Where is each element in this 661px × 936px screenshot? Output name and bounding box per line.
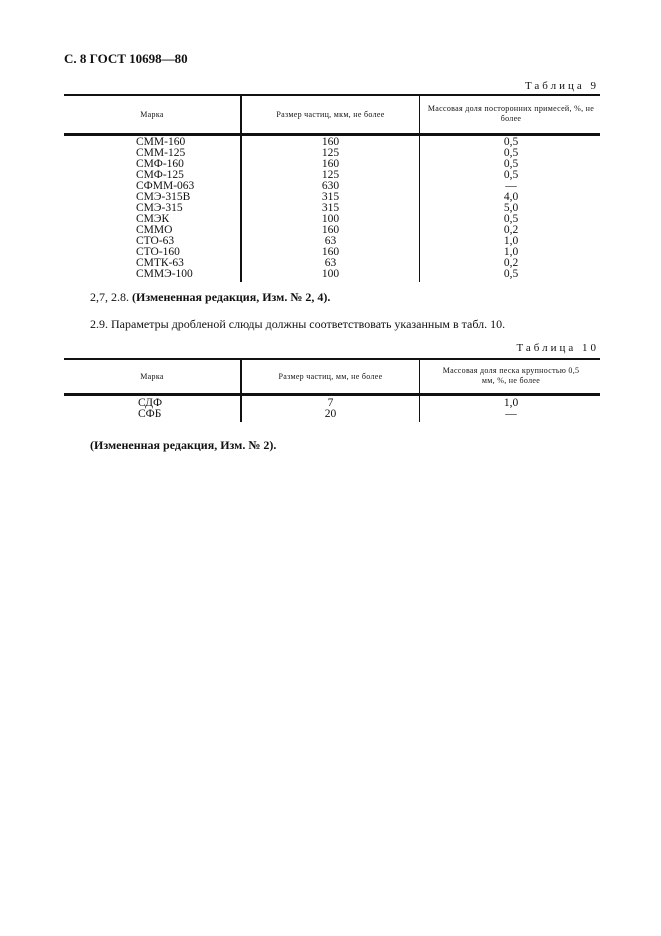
header-cell: Массовая доля песка крупностью 0,5 мм, %… bbox=[442, 366, 580, 385]
table-cell: 0,2 bbox=[503, 257, 519, 269]
table-cell: 1,0 bbox=[503, 246, 519, 258]
table9: Марка Размер частиц, мкм, не более Массо… bbox=[64, 94, 600, 284]
table-cell: 0,2 bbox=[503, 224, 519, 236]
table-cell: 100 bbox=[321, 213, 340, 225]
header-cell: Марка bbox=[140, 110, 164, 119]
table10-caption: Таблица 10 bbox=[516, 342, 599, 354]
table-cell: 0,5 bbox=[503, 213, 519, 225]
table-cell: СММ-160 bbox=[136, 136, 186, 148]
table-cell: 315 bbox=[321, 202, 340, 214]
table-cell: 125 bbox=[321, 169, 340, 181]
table-cell: 5,0 bbox=[503, 202, 519, 214]
table-cell: 630 bbox=[321, 180, 340, 192]
table-cell: 0,5 bbox=[503, 147, 519, 159]
table-cell: СМЭК bbox=[136, 213, 170, 225]
page-header: С. 8 ГОСТ 10698—80 bbox=[64, 51, 188, 66]
table9-caption: Таблица 9 bbox=[524, 80, 599, 92]
note-bold: (Измененная редакция, Изм. № 2, 4). bbox=[132, 290, 331, 304]
table-cell: СММЭ-100 bbox=[136, 268, 193, 280]
header-cell: Размер частиц, мкм, не более bbox=[276, 110, 385, 119]
table-cell: 1,0 bbox=[503, 235, 519, 247]
table-cell: 0,5 bbox=[503, 268, 519, 280]
table-cell: 160 bbox=[321, 136, 340, 148]
table-cell: СТО-160 bbox=[136, 246, 180, 258]
table-cell: 63 bbox=[324, 235, 337, 247]
table-cell: 20 bbox=[324, 408, 337, 420]
table-cell: СМФ-160 bbox=[136, 158, 184, 170]
table-cell: СММО bbox=[136, 224, 173, 236]
table-cell: СФБ bbox=[138, 408, 162, 420]
note-prefix: 2,7, 2.8. bbox=[90, 290, 129, 304]
table-cell: 0,5 bbox=[503, 136, 519, 148]
amendment-note-1: 2,7, 2.8. (Измененная редакция, Изм. № 2… bbox=[90, 290, 330, 305]
header-cell: Массовая доля посторонних примесей, %, н… bbox=[427, 104, 595, 123]
table10: Марка Размер частиц, мм, не более Массов… bbox=[64, 358, 600, 422]
table-cell: — bbox=[505, 408, 517, 420]
table-cell: 63 bbox=[324, 257, 337, 269]
table-cell: 160 bbox=[321, 158, 340, 170]
table-cell: 315 bbox=[321, 191, 340, 203]
table-cell: СТО-63 bbox=[136, 235, 175, 247]
table-cell: — bbox=[505, 180, 517, 192]
table-cell: 1,0 bbox=[503, 397, 519, 409]
table-cell: СМФ-125 bbox=[136, 169, 184, 181]
table-cell: СМЭ-315 bbox=[136, 202, 183, 214]
paragraph-2-9: 2.9. Параметры дробленой слюды должны со… bbox=[90, 317, 506, 331]
table-cell: 7 bbox=[327, 397, 334, 409]
table-cell: 125 bbox=[321, 147, 340, 159]
table-cell: СММ-125 bbox=[136, 147, 186, 159]
table-cell: 160 bbox=[321, 224, 340, 236]
table-cell: 0,5 bbox=[503, 169, 519, 181]
table-cell: 100 bbox=[321, 268, 340, 280]
table-cell: 0,5 bbox=[503, 158, 519, 170]
table-cell: СМТК-63 bbox=[136, 257, 184, 269]
table-cell: СДФ bbox=[138, 397, 163, 409]
table-cell: СФММ-063 bbox=[136, 180, 195, 192]
table-cell: СМЭ-315В bbox=[136, 191, 191, 203]
amendment-note-2: (Измененная редакция, Изм. № 2). bbox=[90, 438, 277, 452]
table-cell: 160 bbox=[321, 246, 340, 258]
table-cell: 4,0 bbox=[503, 191, 519, 203]
header-cell: Размер частиц, мм, не более bbox=[278, 372, 383, 381]
header-cell: Марка bbox=[140, 372, 164, 381]
